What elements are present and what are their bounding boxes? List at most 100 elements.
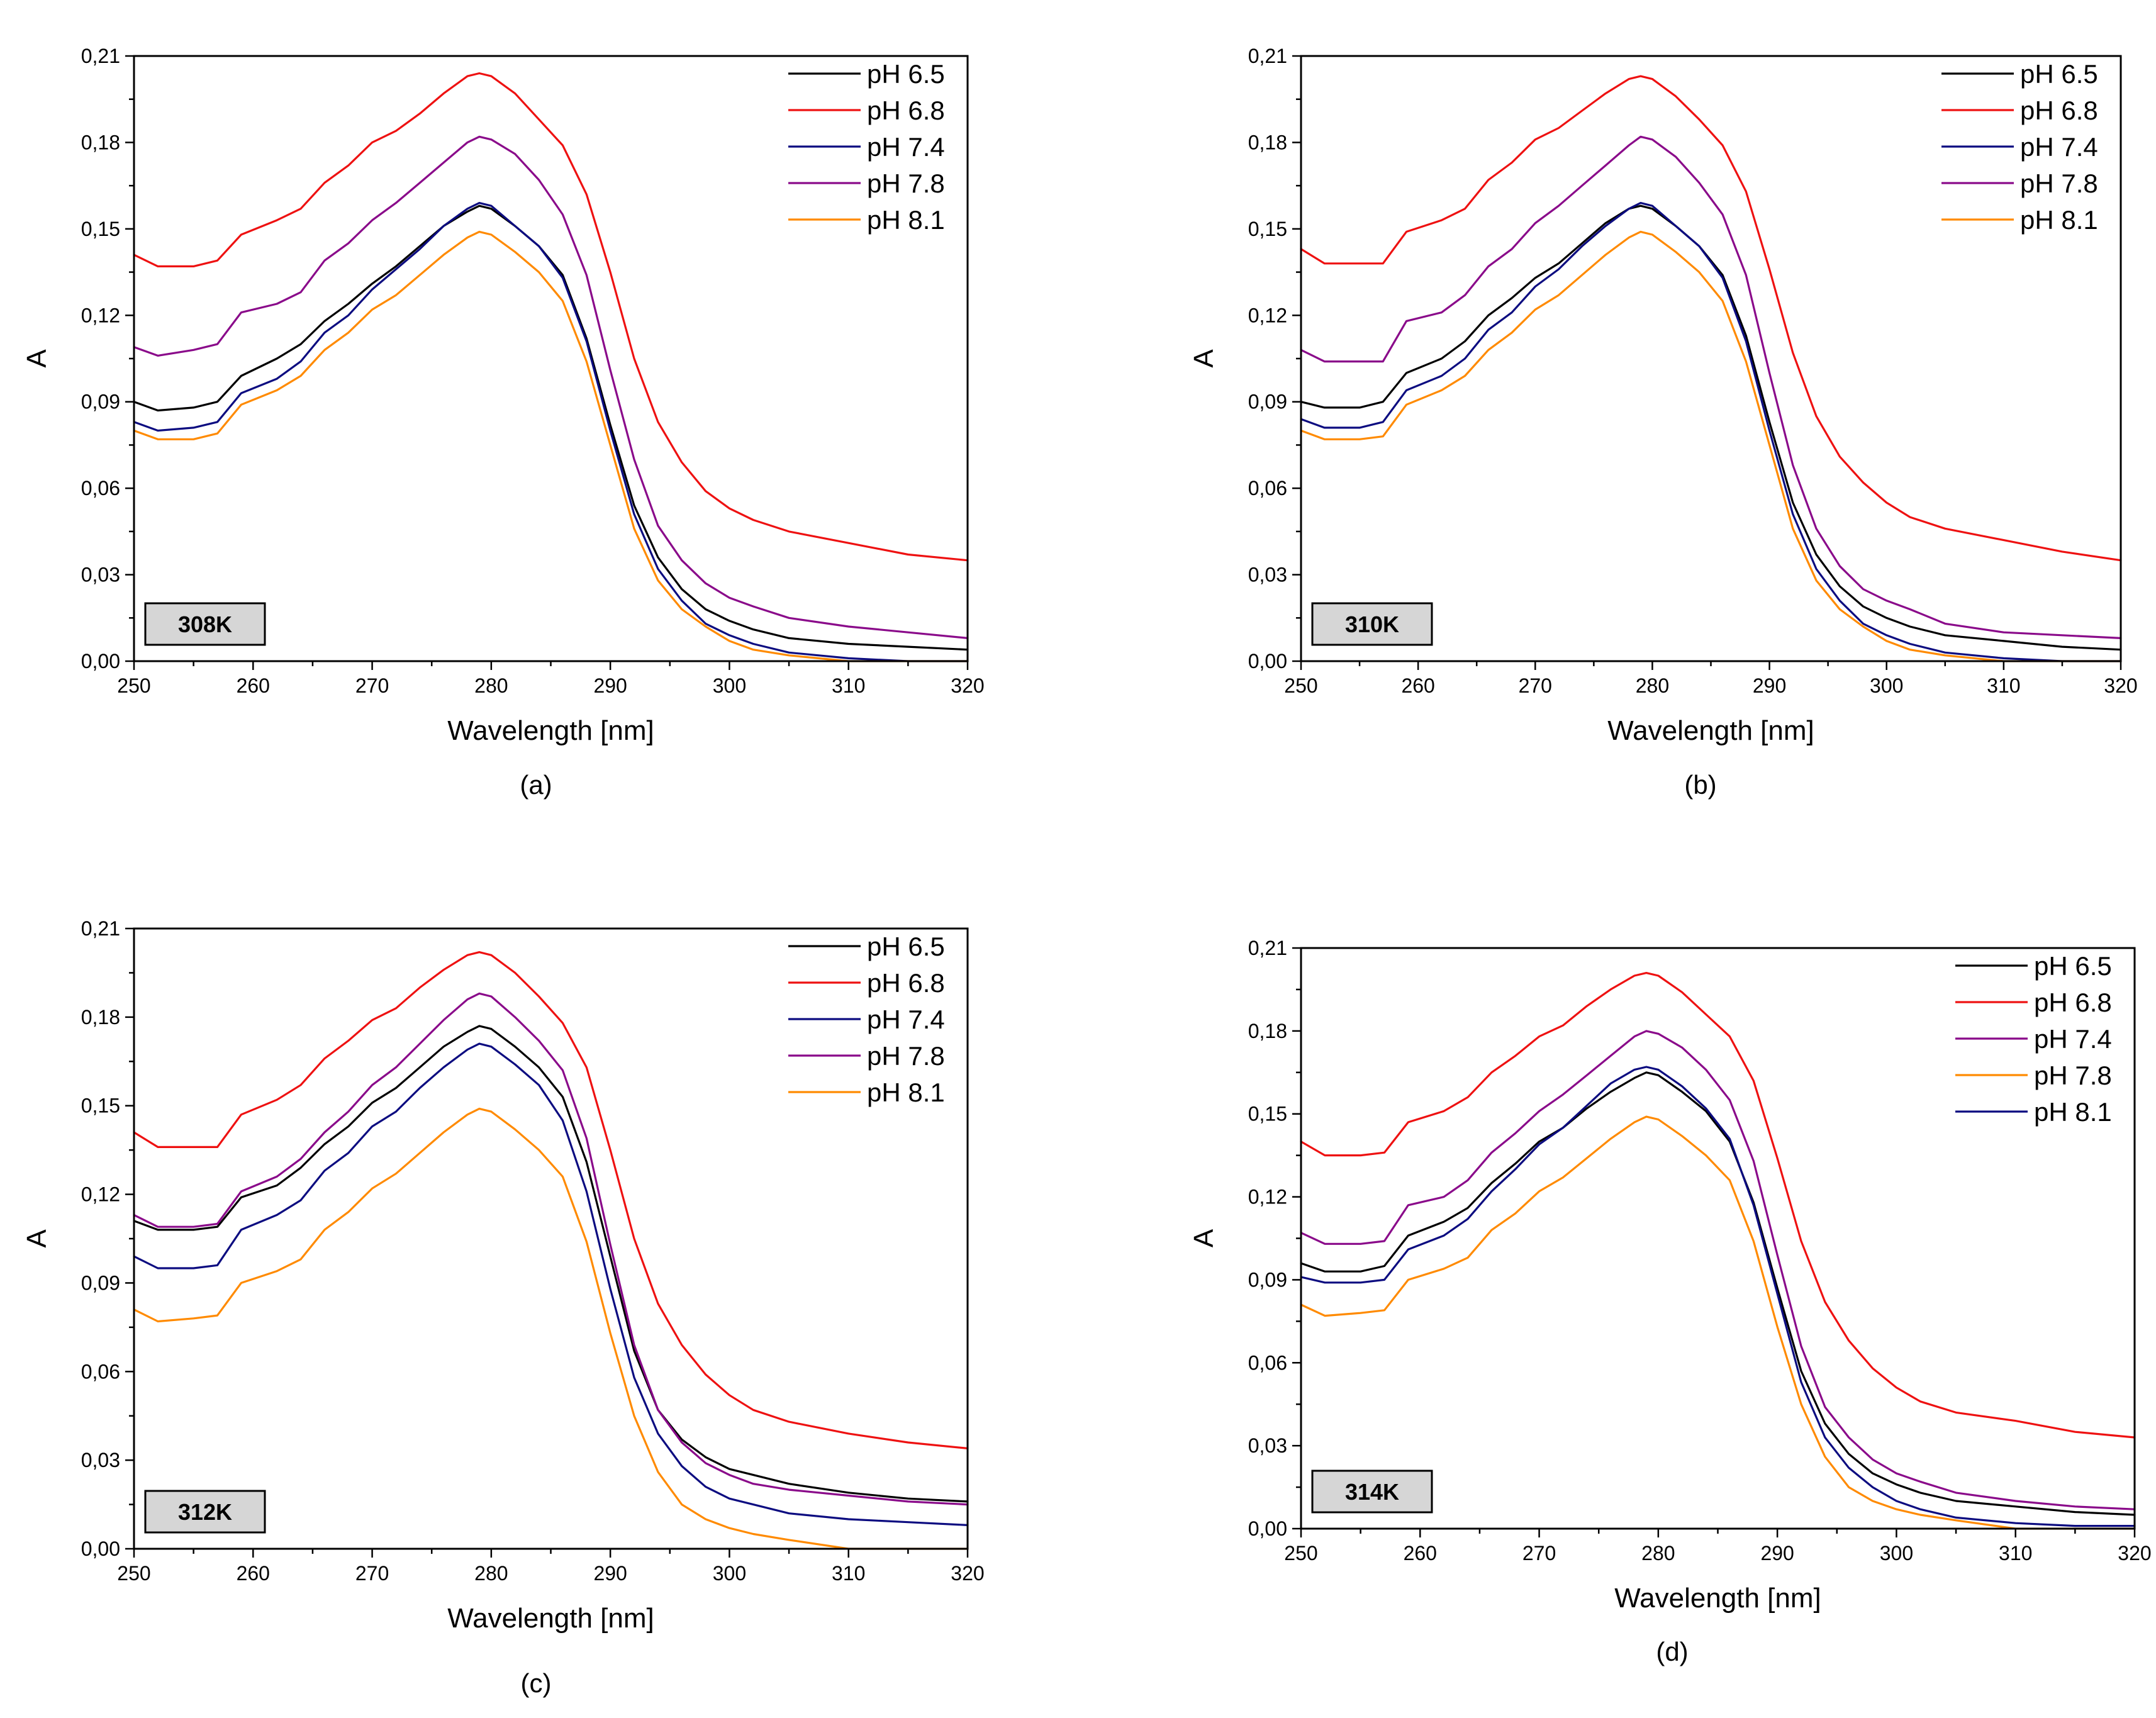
legend: pH 6.5 pH 6.8 pH 7.4 pH 7.8 pH 8.1 (1955, 951, 2112, 1127)
x-tick-label: 300 (713, 1562, 746, 1585)
x-tick-label: 320 (951, 674, 984, 697)
series-line-ph-6-8 (1300, 75, 2122, 562)
x-tick-label: 320 (2118, 1542, 2151, 1565)
y-tick-label: 0,06 (81, 1360, 120, 1383)
x-tick-label: 270 (355, 674, 389, 697)
legend: pH 6.5 pH 6.8 pH 7.4 pH 7.8 pH 8.1 (1941, 59, 2098, 235)
x-axis-title: Wavelength [nm] (447, 1603, 654, 1634)
y-tick-label: 0,09 (1248, 1268, 1287, 1291)
x-tick-label: 250 (1284, 674, 1317, 697)
y-axis-title: A (1188, 349, 1219, 368)
y-tick-label: 0,09 (81, 391, 120, 413)
legend-label: pH 7.4 (2020, 132, 2098, 162)
y-tick-label: 0,00 (81, 1537, 120, 1560)
y-tick-label: 0,12 (1248, 304, 1287, 326)
series-line-ph-7-4 (133, 1042, 969, 1526)
legend-label: pH 6.5 (2020, 59, 2098, 89)
series-line-ph-6-8 (133, 951, 969, 1449)
y-tick-label: 0,03 (81, 564, 120, 586)
y-tick-label: 0,00 (1248, 650, 1287, 672)
series-group (1300, 75, 2122, 662)
legend-label: pH 6.5 (867, 59, 945, 89)
x-axis-title: Wavelength [nm] (1607, 715, 1814, 746)
x-tick-label: 250 (117, 674, 150, 697)
temperature-badge-label: 314K (1345, 1479, 1399, 1505)
x-tick-label: 310 (1999, 1542, 2032, 1565)
y-tick-label: 0,06 (1248, 1351, 1287, 1374)
chart-panel-3: 250 260 270 280 290 300 310 320 0,00 0,03 0,06 0,09… (21, 917, 985, 1698)
y-tick-label: 0,03 (81, 1449, 120, 1471)
series-group (133, 951, 969, 1550)
y-tick-label: 0,12 (1248, 1186, 1287, 1208)
x-tick-label: 260 (1404, 1542, 1437, 1565)
y-tick-label: 0,00 (1248, 1517, 1287, 1540)
x-tick-label: 300 (1870, 674, 1903, 697)
x-tick-label: 280 (1636, 674, 1669, 697)
x-axis-title: Wavelength [nm] (1614, 1583, 1821, 1614)
x-tick-label: 310 (1987, 674, 2020, 697)
series-line-ph-6-8 (133, 72, 969, 562)
x-tick-label: 280 (474, 1562, 508, 1585)
legend-label: pH 8.1 (2034, 1097, 2112, 1127)
y-tick-label: 0,15 (81, 1095, 120, 1117)
x-tick-label: 270 (1519, 674, 1552, 697)
legend-label: pH 6.5 (2034, 951, 2112, 981)
x-tick-label: 290 (593, 1562, 627, 1585)
y-tick-label: 0,15 (81, 218, 120, 240)
chart-panel-4: 250 260 270 280 290 300 310 320 0,00 0,03 0,06 0,09… (1188, 937, 2152, 1666)
series-line-ph-6-5 (1300, 1071, 2136, 1516)
series-line-ph-8-1 (1300, 1066, 2136, 1527)
y-tick-label: 0,18 (1248, 1020, 1287, 1042)
chart-panel-1: 250 260 270 280 290 300 310 320 0,00 0,03 0,06 0,09… (21, 45, 985, 800)
y-tick-label: 0,09 (1248, 391, 1287, 413)
legend-label: pH 7.4 (2034, 1024, 2112, 1054)
temperature-badge-label: 312K (178, 1499, 232, 1525)
x-tick-label: 320 (951, 1562, 984, 1585)
series-line-ph-7-4 (1300, 202, 2122, 662)
legend: pH 6.5 pH 6.8 pH 7.4 pH 7.8 pH 8.1 (788, 59, 945, 235)
temperature-badge-box (144, 1490, 266, 1534)
plot-frame (1300, 947, 2136, 1530)
y-axis-title: A (21, 1229, 52, 1248)
x-tick-label: 270 (355, 1562, 389, 1585)
series-line-ph-7-8 (133, 135, 969, 640)
panel-label: (c) (521, 1668, 552, 1698)
y-tick-label: 0,15 (1248, 1103, 1287, 1125)
y-tick-label: 0,21 (81, 917, 120, 940)
x-axis-title: Wavelength [nm] (447, 715, 654, 746)
series-line-ph-8-1 (133, 1107, 969, 1550)
y-tick-label: 0,03 (1248, 1434, 1287, 1457)
temperature-badge: 310K (1311, 602, 1433, 646)
series-line-ph-7-8 (133, 992, 969, 1506)
x-tick-label: 260 (237, 674, 270, 697)
x-tick-label: 320 (2104, 674, 2137, 697)
series-line-ph-7-8 (1300, 1115, 2136, 1530)
series-line-ph-7-4 (1300, 1030, 2136, 1510)
temperature-badge: 312K (144, 1490, 266, 1534)
x-tick-label: 290 (593, 674, 627, 697)
x-tick-label: 290 (1760, 1542, 1794, 1565)
series-line-ph-6-5 (1300, 204, 2122, 651)
x-tick-label: 300 (713, 674, 746, 697)
legend-label: pH 7.8 (2034, 1061, 2112, 1090)
series-line-ph-8-1 (133, 230, 969, 662)
series-line-ph-7-8 (1300, 135, 2122, 640)
series-line-ph-7-4 (133, 202, 969, 662)
legend-label: pH 8.1 (867, 205, 945, 235)
x-tick-label: 250 (117, 1562, 150, 1585)
y-tick-label: 0,12 (81, 304, 120, 326)
temperature-badge-box (1311, 1470, 1433, 1514)
series-line-ph-6-5 (133, 204, 969, 651)
temperature-badge-label: 308K (178, 611, 232, 637)
plot-frame (133, 927, 969, 1550)
x-tick-label: 300 (1880, 1542, 1913, 1565)
y-tick-label: 0,15 (1248, 218, 1287, 240)
y-tick-label: 0,18 (81, 1006, 120, 1029)
x-tick-label: 280 (1641, 1542, 1675, 1565)
series-line-ph-6-8 (1300, 971, 2136, 1439)
chart-panel-2: 250 260 270 280 290 300 310 320 0,00 0,03 0,06 0,09… (1188, 45, 2138, 800)
panel-label: (a) (520, 770, 552, 800)
y-tick-label: 0,06 (1248, 477, 1287, 499)
x-tick-label: 290 (1753, 674, 1786, 697)
